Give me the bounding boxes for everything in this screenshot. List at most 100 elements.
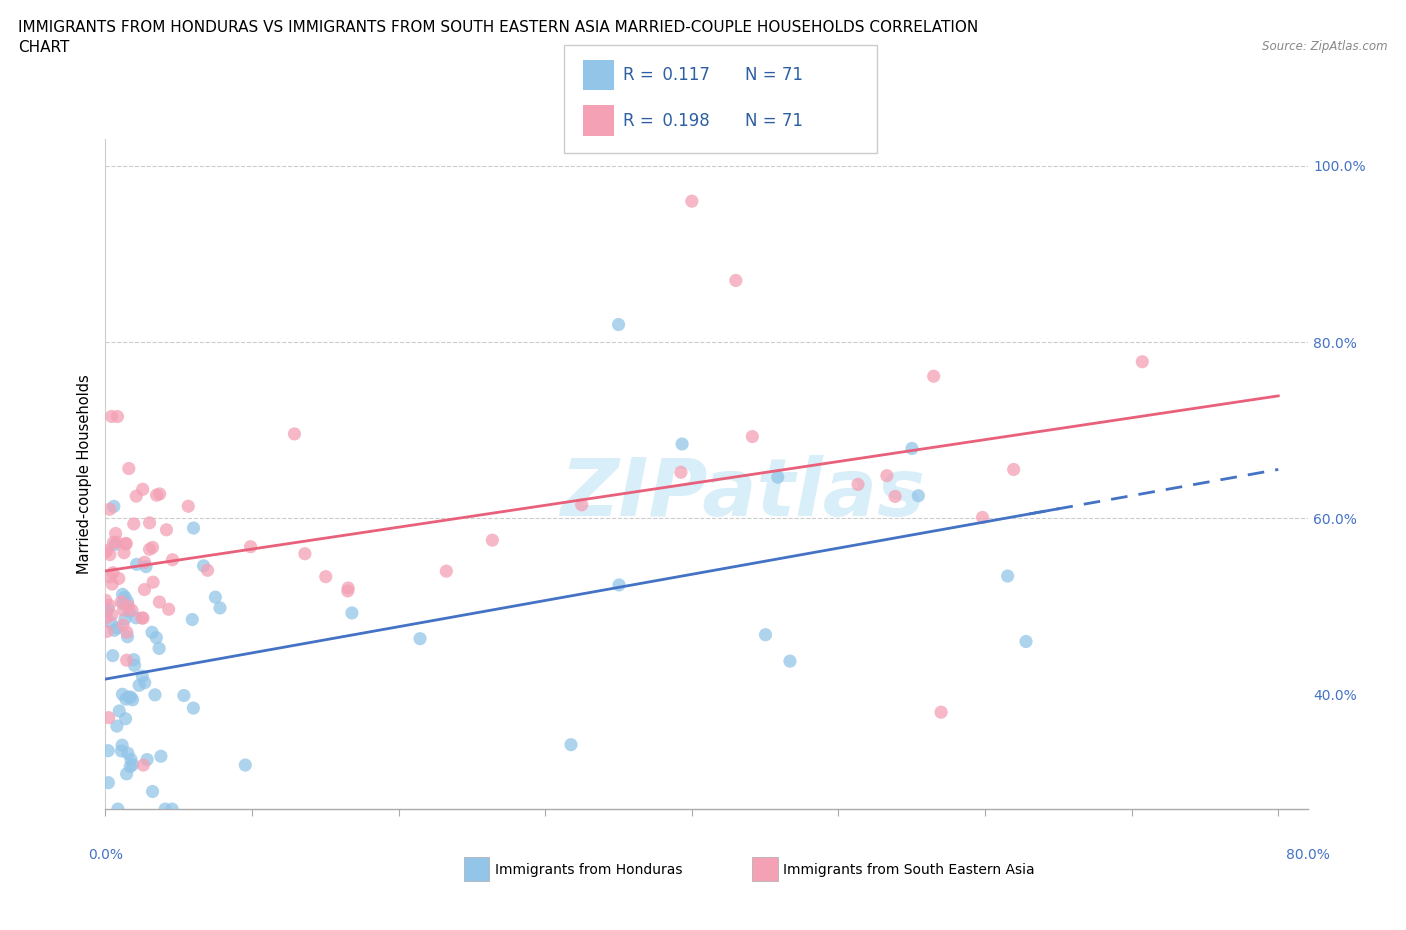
Point xyxy=(96,543,118,558)
Point xyxy=(142,784,165,799)
Point xyxy=(103,499,125,514)
Point xyxy=(101,565,124,580)
Point xyxy=(103,535,125,550)
Point xyxy=(100,616,122,631)
Point xyxy=(157,602,180,617)
Text: R =  0.198: R = 0.198 xyxy=(623,112,710,130)
Point xyxy=(204,590,226,604)
Point xyxy=(724,273,747,288)
Point xyxy=(105,535,128,550)
Point xyxy=(134,555,156,570)
Point xyxy=(607,317,630,332)
Point xyxy=(149,749,172,764)
Point xyxy=(134,582,156,597)
Point xyxy=(1002,462,1025,477)
Point xyxy=(111,737,134,752)
Point xyxy=(114,590,136,604)
Point xyxy=(884,489,907,504)
Point xyxy=(115,653,138,668)
Point xyxy=(153,802,176,817)
Point xyxy=(103,623,125,638)
Point xyxy=(145,487,167,502)
Text: ZIPatlas: ZIPatlas xyxy=(560,456,925,534)
Point xyxy=(173,688,195,703)
Point xyxy=(114,692,136,707)
Point xyxy=(96,610,118,625)
Point xyxy=(929,705,952,720)
Point xyxy=(111,687,134,702)
Point xyxy=(607,578,630,592)
Point xyxy=(111,587,134,602)
Point xyxy=(96,604,118,618)
Point xyxy=(115,536,138,551)
Point xyxy=(114,711,136,726)
Point xyxy=(117,690,139,705)
Point xyxy=(121,757,143,772)
Point xyxy=(208,601,231,616)
Point xyxy=(155,523,177,538)
Point xyxy=(876,469,898,484)
Point xyxy=(148,594,170,609)
Point xyxy=(117,594,139,609)
Point xyxy=(560,737,582,752)
Point xyxy=(121,603,143,618)
Point xyxy=(1015,634,1038,649)
Point xyxy=(481,533,503,548)
Text: Source: ZipAtlas.com: Source: ZipAtlas.com xyxy=(1263,40,1388,53)
Point xyxy=(101,648,124,663)
Point xyxy=(754,628,776,643)
Point xyxy=(846,477,869,492)
Point xyxy=(125,610,148,625)
Point xyxy=(149,486,172,501)
Point xyxy=(125,488,148,503)
Point xyxy=(100,607,122,622)
Point xyxy=(336,583,359,598)
Point xyxy=(766,470,789,485)
Point xyxy=(128,678,150,693)
Point xyxy=(138,515,160,530)
Text: Immigrants from South Eastern Asia: Immigrants from South Eastern Asia xyxy=(783,862,1035,877)
Point xyxy=(105,719,128,734)
Point xyxy=(183,700,205,715)
Point xyxy=(145,631,167,645)
Point xyxy=(131,482,153,497)
Point xyxy=(112,603,135,618)
Point xyxy=(162,552,184,567)
Point xyxy=(142,540,165,555)
Point xyxy=(148,641,170,656)
Point xyxy=(107,802,129,817)
Point xyxy=(901,441,924,456)
Text: R =  0.117: R = 0.117 xyxy=(623,66,710,85)
Point xyxy=(114,612,136,627)
Point xyxy=(120,751,142,766)
Point xyxy=(136,752,159,767)
Point xyxy=(779,654,801,669)
Point xyxy=(571,498,593,512)
Point xyxy=(239,539,262,554)
Point xyxy=(107,571,129,586)
Text: CHART: CHART xyxy=(18,40,70,55)
Point xyxy=(112,545,135,560)
Text: IMMIGRANTS FROM HONDURAS VS IMMIGRANTS FROM SOUTH EASTERN ASIA MARRIED-COUPLE HO: IMMIGRANTS FROM HONDURAS VS IMMIGRANTS F… xyxy=(18,20,979,35)
Point xyxy=(110,594,132,609)
Point xyxy=(120,690,142,705)
Point xyxy=(1130,354,1153,369)
Point xyxy=(160,802,183,817)
Point xyxy=(907,488,929,503)
Point xyxy=(997,568,1019,583)
Point xyxy=(315,569,337,584)
Point xyxy=(669,465,692,480)
Point xyxy=(131,611,153,626)
Point xyxy=(94,545,117,560)
Text: 0.0%: 0.0% xyxy=(89,848,122,862)
Point xyxy=(105,620,128,635)
Point xyxy=(104,537,127,551)
Point xyxy=(104,526,127,541)
Point xyxy=(107,409,129,424)
Point xyxy=(115,537,138,551)
Point xyxy=(117,746,139,761)
Point xyxy=(118,604,141,619)
Point xyxy=(283,427,305,442)
Point xyxy=(96,624,118,639)
Point xyxy=(110,744,132,759)
